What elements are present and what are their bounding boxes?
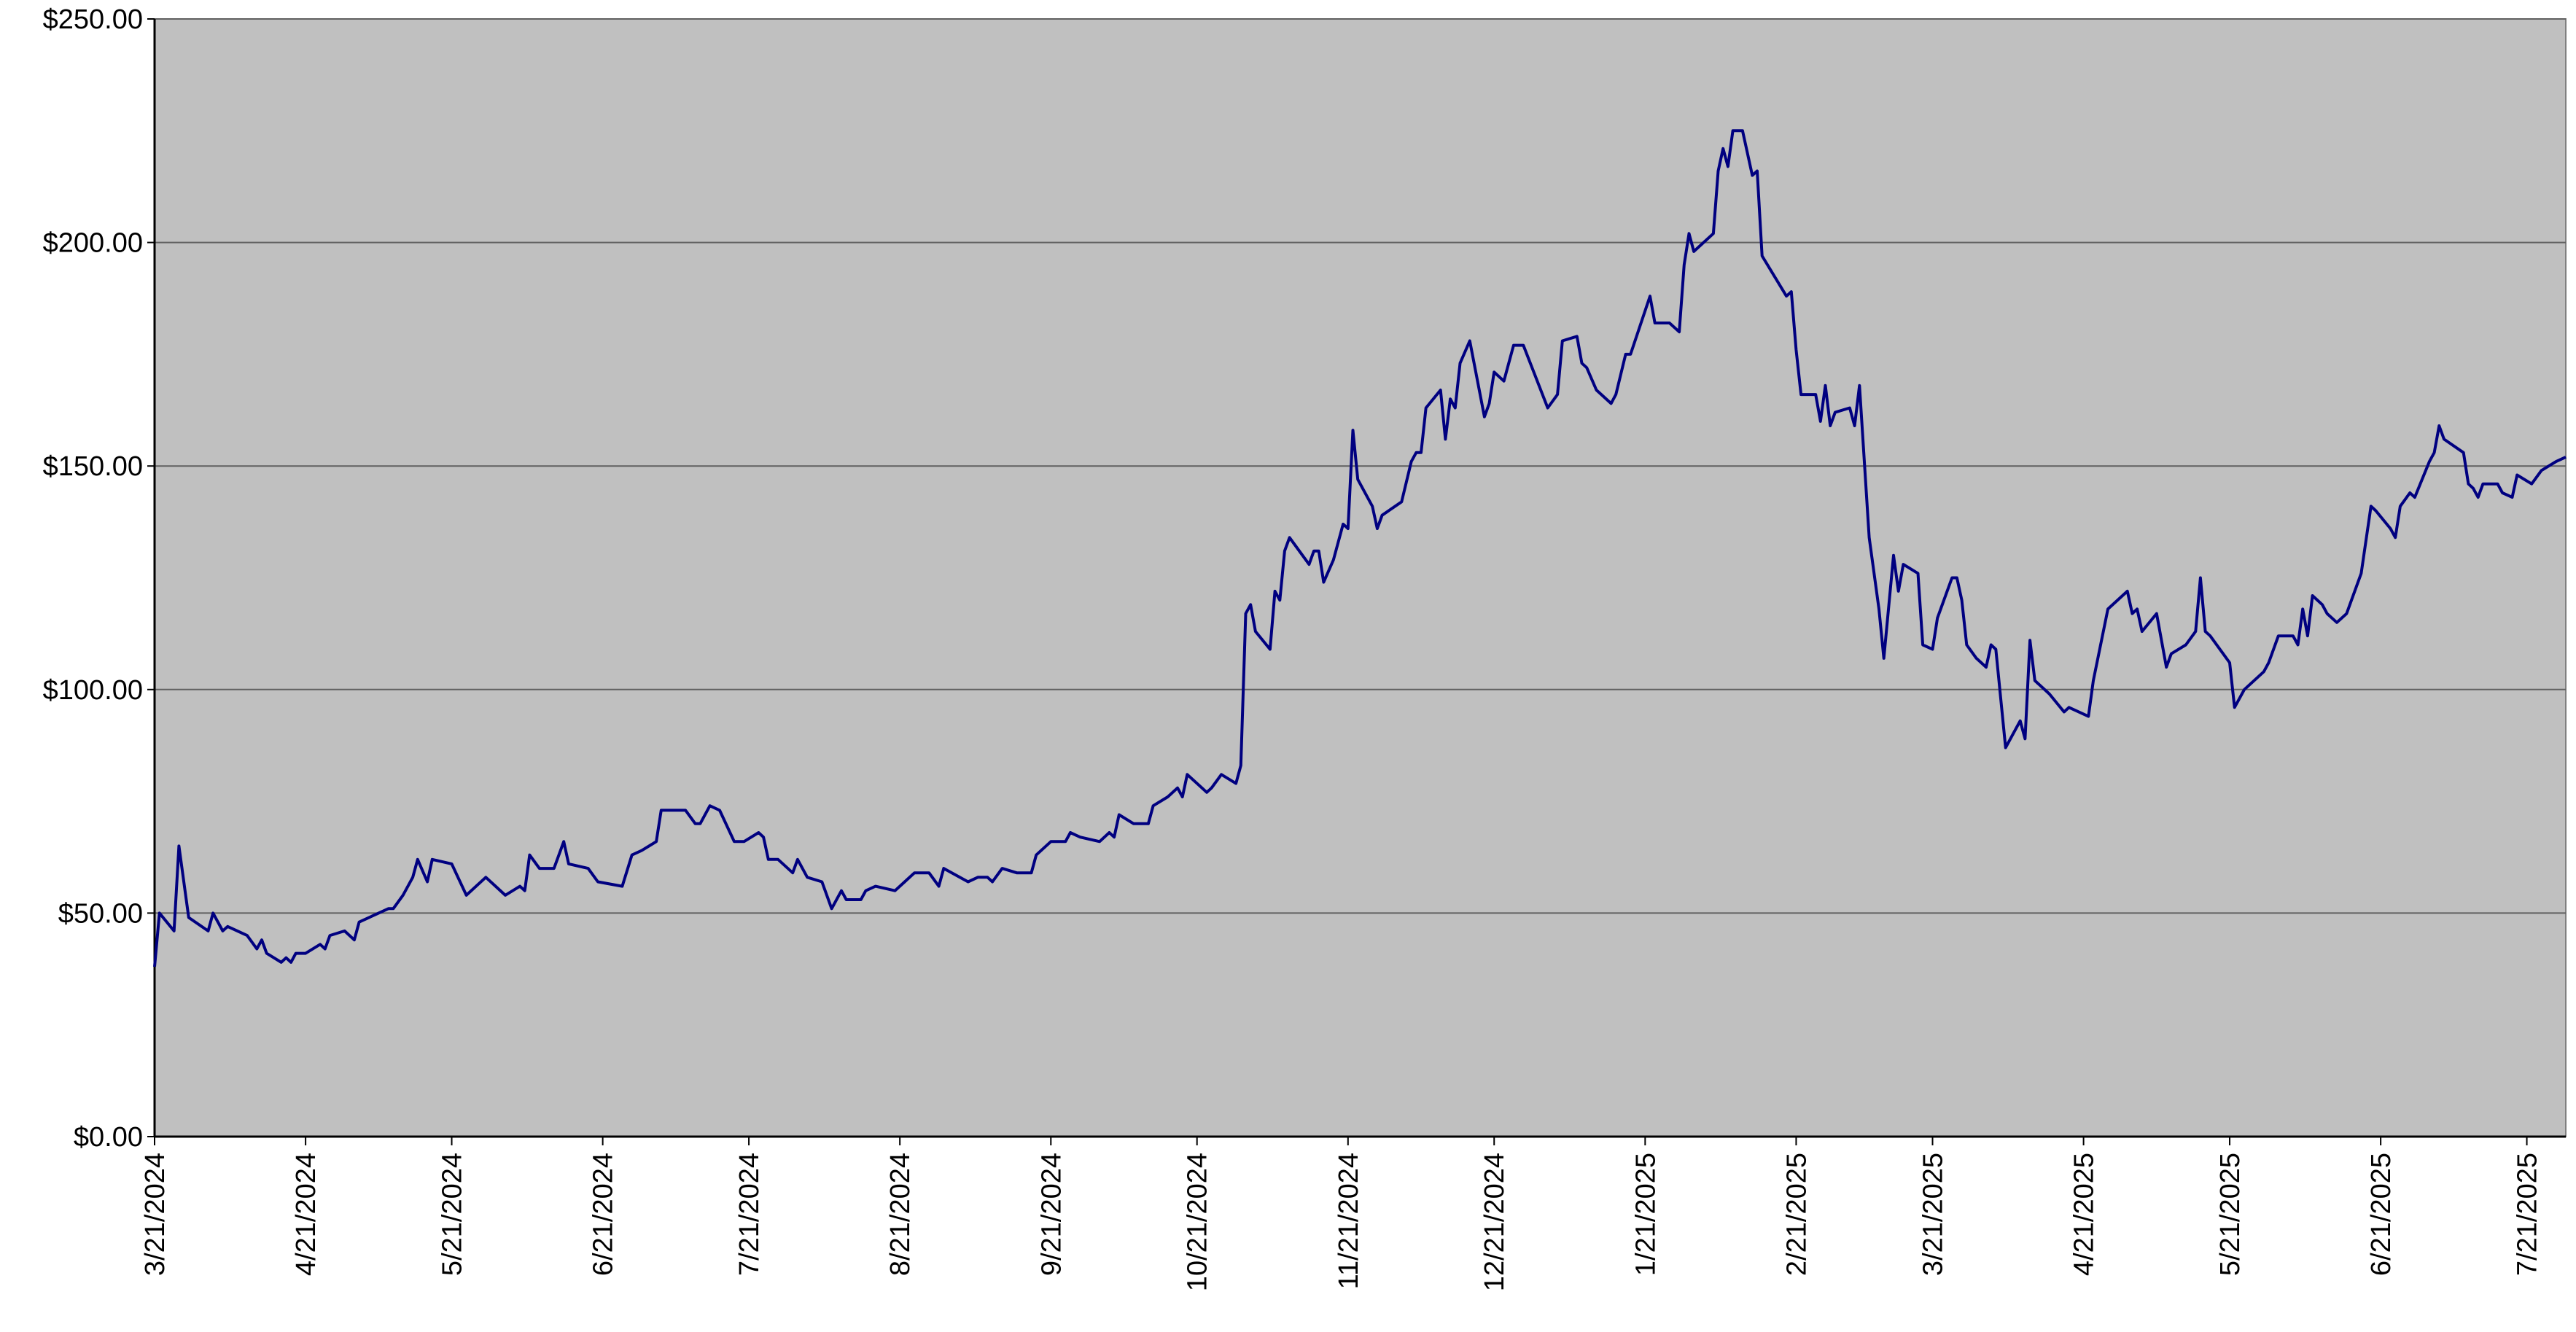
x-tick-label: 6/21/2024: [588, 1153, 619, 1276]
x-tick-label: 7/21/2025: [2513, 1153, 2543, 1276]
y-tick-label: $0.00: [74, 1122, 143, 1153]
y-tick-label: $100.00: [43, 675, 143, 706]
y-tick-label: $200.00: [43, 228, 143, 259]
x-tick-label: 8/21/2024: [885, 1153, 916, 1276]
y-tick-label: $250.00: [43, 4, 143, 35]
x-tick-label: 2/21/2025: [1781, 1153, 1812, 1276]
x-tick-label: 4/21/2025: [2069, 1153, 2100, 1276]
x-tick-label: 7/21/2024: [734, 1153, 765, 1276]
x-tick-label: 10/21/2024: [1183, 1153, 1213, 1291]
x-tick-label: 5/21/2025: [2215, 1153, 2246, 1276]
plot-area: [154, 18, 2567, 1137]
x-tick-label: 3/21/2025: [1918, 1153, 1948, 1276]
x-tick-label: 3/21/2024: [140, 1153, 171, 1276]
y-tick-label: $150.00: [43, 451, 143, 482]
x-tick-label: 9/21/2024: [1036, 1153, 1067, 1276]
x-tick-label: 5/21/2024: [437, 1153, 468, 1276]
x-tick-label: 1/21/2025: [1630, 1153, 1661, 1276]
x-tick-label: 12/21/2024: [1479, 1153, 1510, 1291]
x-tick-label: 6/21/2025: [2366, 1153, 2397, 1276]
x-tick-label: 11/21/2024: [1334, 1153, 1364, 1289]
price-line: [153, 129, 2567, 967]
y-tick-label: $50.00: [58, 898, 143, 929]
x-tick-label: 4/21/2024: [291, 1153, 322, 1276]
